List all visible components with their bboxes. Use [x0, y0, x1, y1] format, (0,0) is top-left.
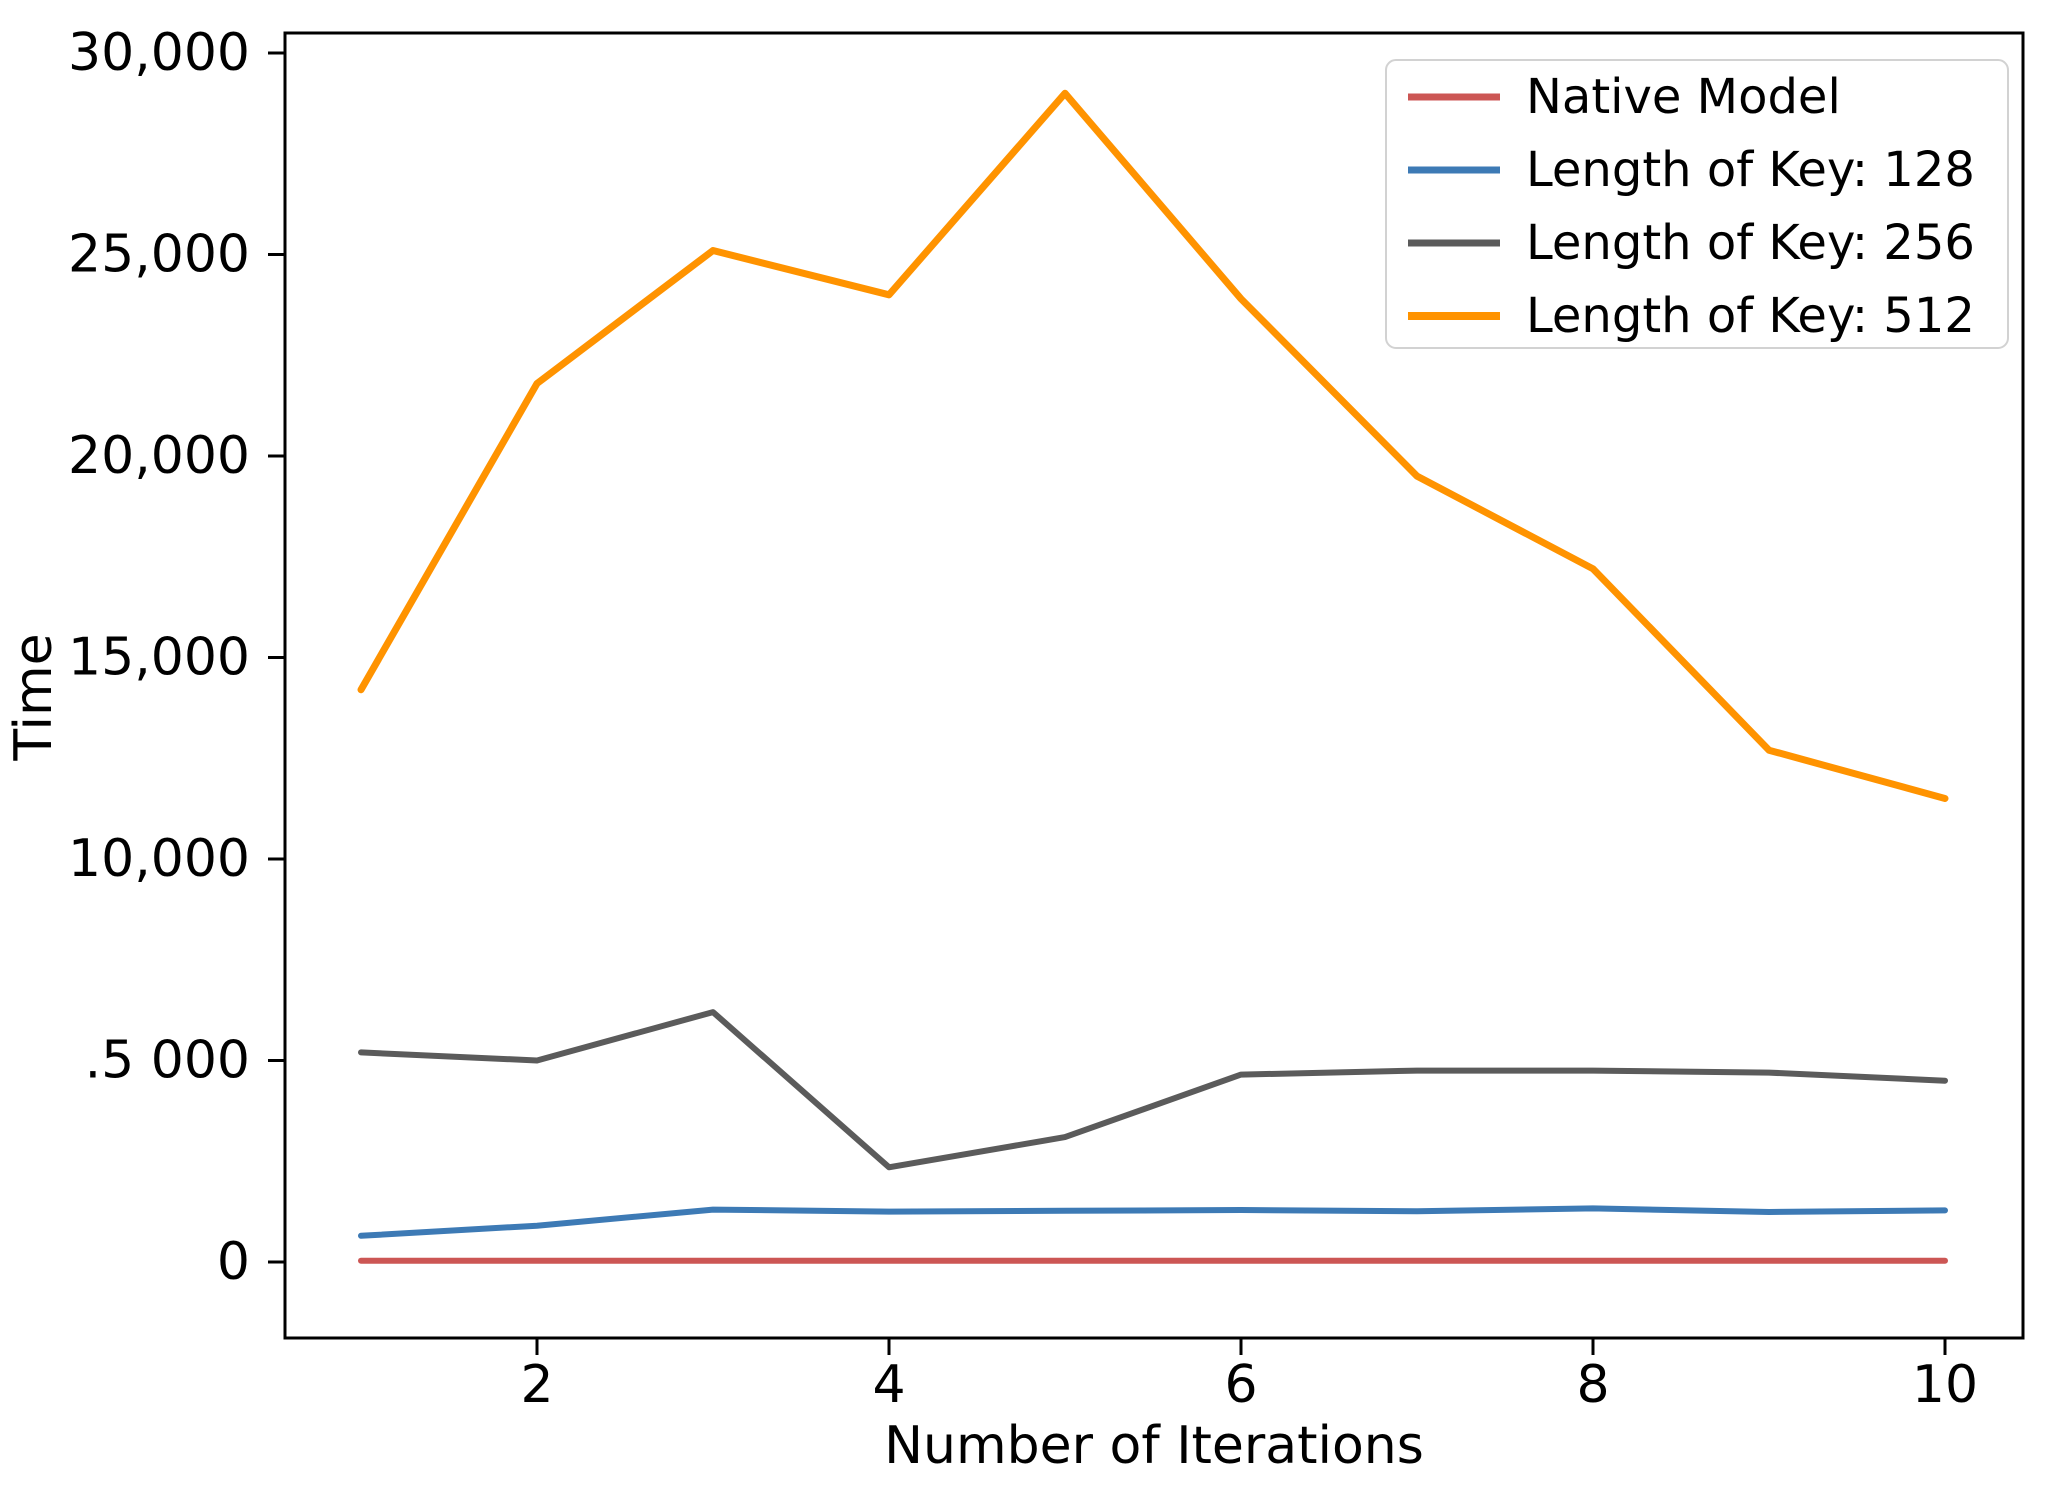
series-line-length-of-key-256 — [358, 1009, 1948, 1171]
y-axis-tick-label: 20,000 — [68, 426, 250, 486]
y-axis-tick-label: 15,000 — [68, 628, 250, 688]
x-axis-tick-label: 8 — [1576, 1355, 1609, 1415]
y-axis-tick-label: 30,000 — [68, 23, 250, 83]
x-axis-tick-label: 4 — [872, 1355, 905, 1415]
x-axis-tick-label: 10 — [1912, 1355, 1978, 1415]
y-axis-title: Time — [4, 633, 64, 761]
series-line-length-of-key-512 — [357, 89, 1949, 802]
y-axis-tick-label: 0 — [217, 1232, 250, 1292]
x-axis-title: Number of Iterations — [884, 1416, 1424, 1476]
legend: Native Model Length of Key: 128 Length of … — [1385, 59, 2009, 349]
plot-border — [283, 31, 2025, 1340]
legend-entry-label: Length of Key: 128 — [1526, 142, 1975, 198]
legend-entry-label: Length of Key: 512 — [1526, 288, 1975, 344]
legend-entry-label: Native Model — [1526, 69, 1841, 125]
legend-entry-label: Length of Key: 256 — [1526, 215, 1975, 271]
y-axis-tick-label: .5 000 — [85, 1031, 250, 1091]
series-line-length-of-key-128 — [358, 1205, 1948, 1239]
x-axis-tick-label: 6 — [1224, 1355, 1257, 1415]
y-axis-tick-label: 25,000 — [68, 225, 250, 285]
x-axis-tick-label: 2 — [520, 1355, 553, 1415]
y-axis-tick-label: 10,000 — [68, 829, 250, 889]
legend-box — [1385, 59, 2009, 349]
